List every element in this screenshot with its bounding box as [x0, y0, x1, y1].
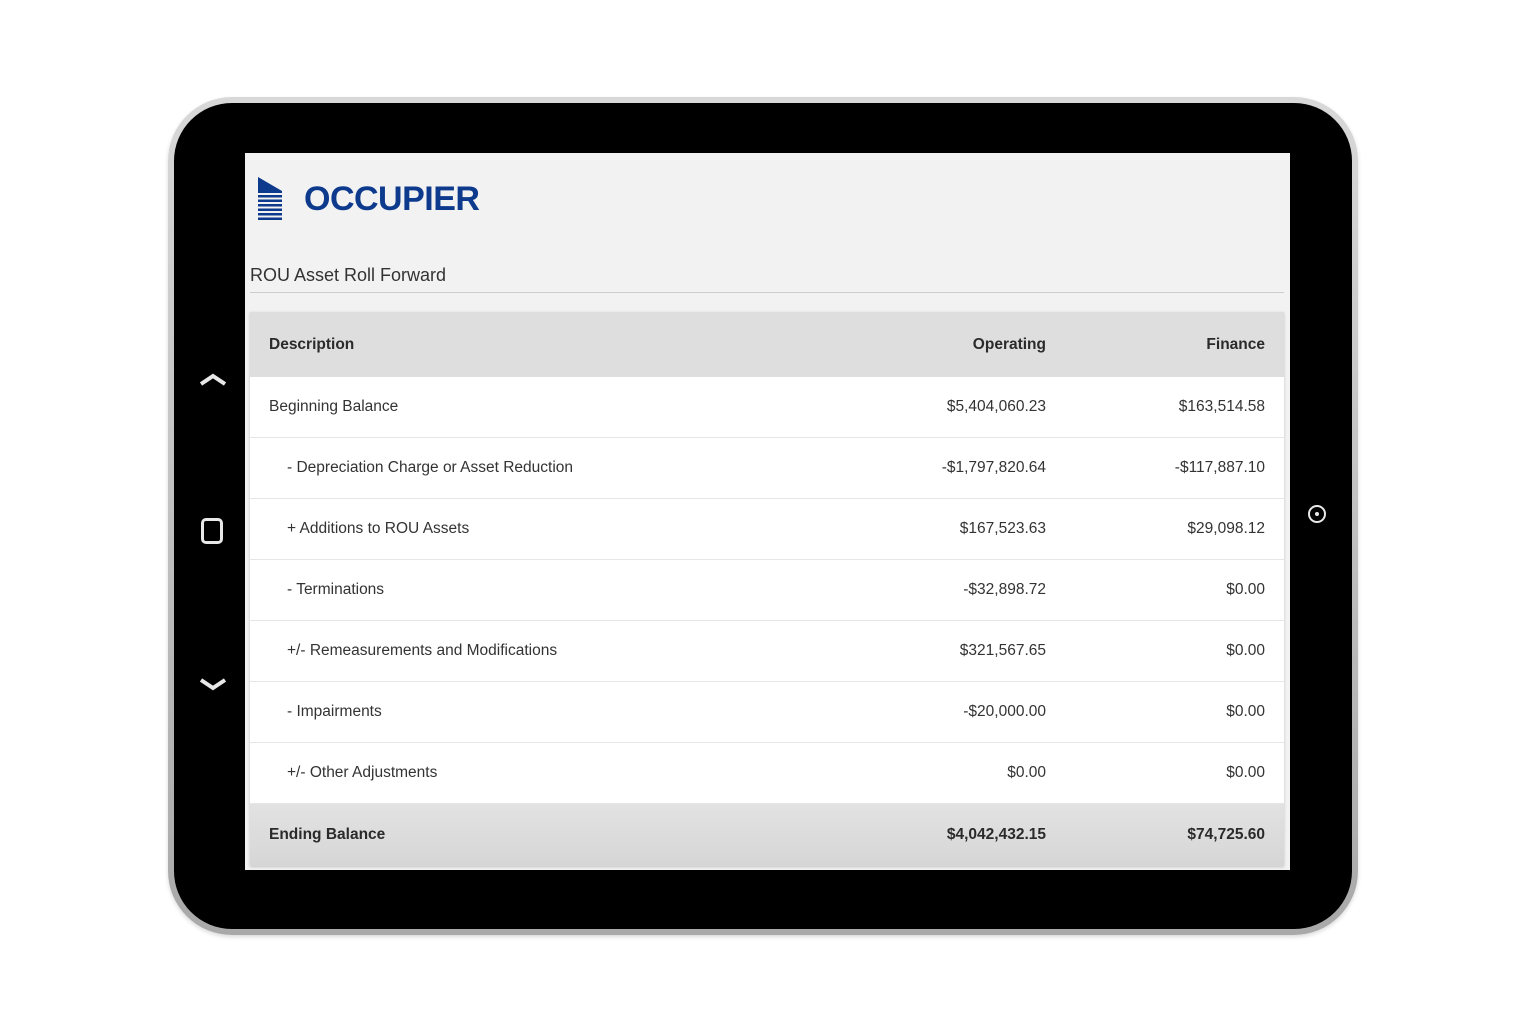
cell-operating: -$32,898.72: [963, 581, 1046, 598]
roll-forward-table: Description Operating Finance Beginning …: [250, 312, 1284, 866]
cell-description: - Terminations: [287, 581, 385, 598]
brand-name: OCCUPIER: [304, 179, 480, 218]
cell-operating: -$1,797,820.64: [941, 459, 1046, 476]
cell-operating: $321,567.65: [959, 642, 1046, 659]
cell-finance: $0.00: [1226, 581, 1265, 598]
cell-description: - Impairments: [287, 703, 382, 720]
table-row: +/- Other Adjustments $0.00 $0.00: [250, 743, 1284, 804]
cell-description: +/- Remeasurements and Modifications: [287, 642, 558, 659]
table-row: + Additions to ROU Assets $167,523.63 $29,…: [250, 499, 1284, 560]
camera-icon: [1308, 505, 1326, 523]
building-logo-icon: [258, 177, 282, 220]
page-title: ROU Asset Roll Forward: [250, 265, 447, 285]
table-row: - Terminations -$32,898.72 $0.00: [250, 560, 1284, 621]
cell-description: +/- Other Adjustments: [287, 764, 438, 781]
footer-description: Ending Balance: [269, 826, 386, 843]
cell-operating: -$20,000.00: [963, 703, 1046, 720]
cell-finance: $29,098.12: [1187, 520, 1265, 537]
cell-operating: $0.00: [1007, 764, 1046, 781]
cell-operating: $167,523.63: [959, 520, 1046, 537]
column-header-operating: Operating: [972, 335, 1046, 353]
footer-operating: $4,042,432.15: [946, 826, 1046, 843]
occupier-logo: OCCUPIER: [258, 177, 480, 221]
table-row: - Depreciation Charge or Asset Reduction…: [250, 438, 1284, 499]
chevron-down-icon[interactable]: [198, 676, 228, 696]
cell-finance: $163,514.58: [1178, 398, 1265, 415]
table-footer-ending-balance: Ending Balance $4,042,432.15 $74,725.60: [250, 804, 1284, 866]
app-screen: OCCUPIER ROU Asset Roll Forward Descript…: [245, 153, 1290, 870]
cell-finance: $0.00: [1226, 642, 1265, 659]
cell-finance: -$117,887.10: [1174, 459, 1265, 476]
cell-description: + Additions to ROU Assets: [287, 520, 470, 537]
chevron-up-icon[interactable]: [198, 368, 228, 388]
column-header-description: Description: [269, 335, 355, 353]
cell-description: Beginning Balance: [269, 398, 399, 415]
cell-description: - Depreciation Charge or Asset Reduction: [287, 459, 574, 476]
column-header-finance: Finance: [1206, 335, 1265, 353]
footer-finance: $74,725.60: [1187, 826, 1265, 843]
table-row: Beginning Balance $5,404,060.23 $163,514.5…: [250, 377, 1284, 438]
divider: [250, 292, 1284, 293]
table-row: - Impairments -$20,000.00 $0.00: [250, 682, 1284, 743]
table-header: Description Operating Finance: [250, 312, 1284, 377]
cell-operating: $5,404,060.23: [946, 398, 1046, 415]
cell-finance: $0.00: [1226, 764, 1265, 781]
home-button-icon[interactable]: [201, 518, 223, 544]
cell-finance: $0.00: [1226, 703, 1265, 720]
table-row: +/- Remeasurements and Modifications $321…: [250, 621, 1284, 682]
